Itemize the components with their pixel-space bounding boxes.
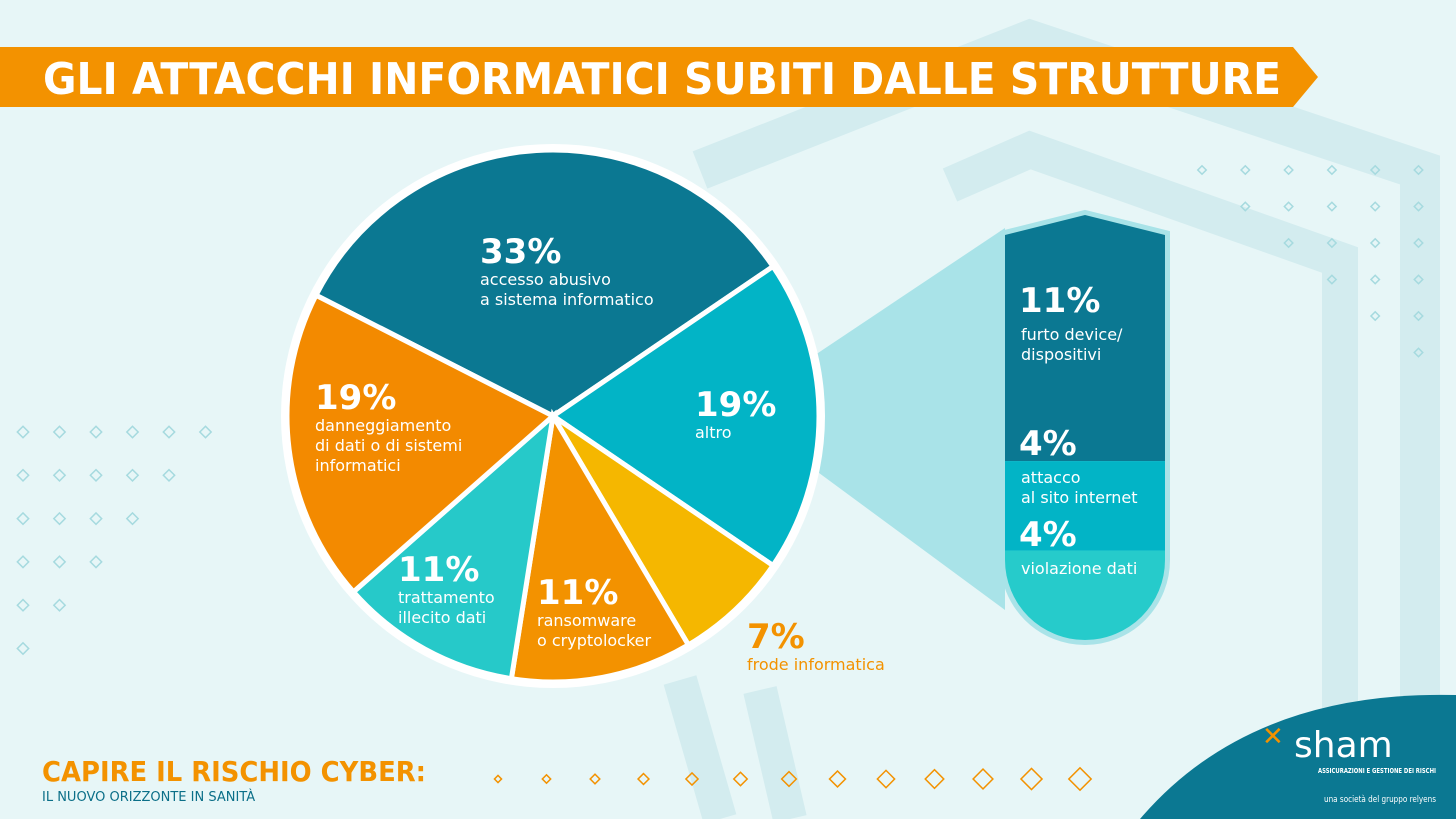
decoration (1239, 164, 1251, 176)
decoration (52, 511, 67, 526)
footer-title: CAPIRE IL RISCHIO CYBER: (42, 755, 426, 788)
breakdown-segment (1005, 461, 1165, 551)
decoration (636, 772, 651, 786)
logo-group: una società del gruppo relyens (1324, 795, 1436, 805)
chart-title: GLI ATTACCHI INFORMATICI SUBITI DALLE ST… (43, 54, 1281, 105)
pie-slice (548, 263, 822, 569)
decoration (1413, 274, 1424, 285)
pie-slice (349, 409, 557, 682)
value-label: 33% (480, 232, 561, 272)
decoration (589, 773, 601, 785)
decoration (89, 468, 103, 483)
value-label: 11% (398, 550, 479, 590)
decoration (1326, 237, 1338, 249)
decoration (1369, 201, 1381, 212)
decoration (1326, 201, 1338, 212)
value-label: 7% (747, 617, 805, 657)
decoration (732, 771, 749, 787)
breakdown-value-label: 4% (1019, 515, 1077, 555)
decoration (16, 511, 30, 526)
breakdown-segment (1005, 215, 1165, 462)
decoration (493, 774, 503, 784)
breakdown-category-label: furto device/dispositivi (1021, 325, 1123, 364)
decoration (198, 425, 213, 439)
decoration (1413, 164, 1424, 176)
decoration (1413, 347, 1424, 358)
decoration (828, 769, 847, 789)
category-label: altro (695, 423, 732, 442)
decoration (1067, 766, 1093, 792)
logo-background (1140, 694, 1456, 819)
decoration (16, 425, 30, 439)
decoration (541, 773, 552, 785)
pie-slice (312, 147, 777, 419)
decoration (16, 555, 30, 569)
decoration (1369, 237, 1381, 249)
decoration (1283, 164, 1294, 176)
decoration (1283, 201, 1294, 212)
category-label: frode informatica (747, 655, 885, 674)
decoration (89, 425, 103, 439)
decoration (1413, 310, 1424, 322)
pie-slice (284, 291, 558, 596)
decoration (125, 425, 140, 439)
decoration (1196, 164, 1208, 176)
decoration (1239, 201, 1251, 212)
decoration (1413, 201, 1424, 212)
decoration (1413, 237, 1424, 249)
decoration (1326, 164, 1338, 176)
category-label: ransomware o cryptolocker (537, 611, 652, 650)
breakdown (1005, 215, 1165, 640)
pie-slice (508, 408, 692, 685)
decoration (52, 555, 67, 569)
decoration (972, 768, 994, 790)
value-label: 11% (537, 573, 618, 613)
decoration (1283, 237, 1294, 249)
decoration (89, 511, 103, 526)
decoration (162, 425, 176, 439)
decoration (16, 641, 30, 656)
decoration (684, 771, 700, 787)
decoration (89, 555, 103, 569)
decoration (52, 468, 67, 483)
decoration (162, 468, 176, 483)
decoration (780, 770, 798, 788)
logo-tagline: ASSICURAZIONI E GESTIONE DEI RISCHI (1318, 767, 1436, 775)
decoration (1369, 274, 1381, 285)
decoration (125, 511, 140, 526)
breakdown-category-label: violazione dati (1021, 559, 1137, 578)
footer-subtitle: IL NUOVO ORIZZONTE IN SANITÀ (42, 789, 255, 805)
decoration (52, 598, 67, 612)
logo-name: sham (1294, 725, 1393, 766)
decoration (125, 468, 140, 483)
title-banner (0, 47, 1318, 107)
decoration (1369, 310, 1381, 322)
breakdown-value-label: 11% (1019, 281, 1100, 321)
breakdown-category-label: attacco al sito internet (1021, 468, 1138, 507)
category-label: danneggiamento di dati o di sistemi inform… (315, 416, 462, 475)
value-label: 19% (315, 378, 396, 418)
decoration (1326, 274, 1338, 285)
decoration (16, 598, 30, 612)
logo-mark: ✕ (1262, 722, 1284, 752)
decoration (924, 768, 945, 790)
value-label: 19% (695, 385, 776, 425)
decoration (52, 425, 67, 439)
decoration (663, 675, 807, 819)
decoration (16, 468, 30, 483)
breakdown-value-label: 4% (1019, 424, 1077, 464)
decoration (876, 769, 896, 789)
decoration (1369, 164, 1381, 176)
decoration (942, 130, 1358, 819)
decoration (1019, 767, 1044, 791)
connector (815, 228, 1005, 610)
category-label: trattamento illecito dati (398, 588, 495, 627)
category-label: accesso abusivo a sistema informatico (480, 270, 654, 309)
